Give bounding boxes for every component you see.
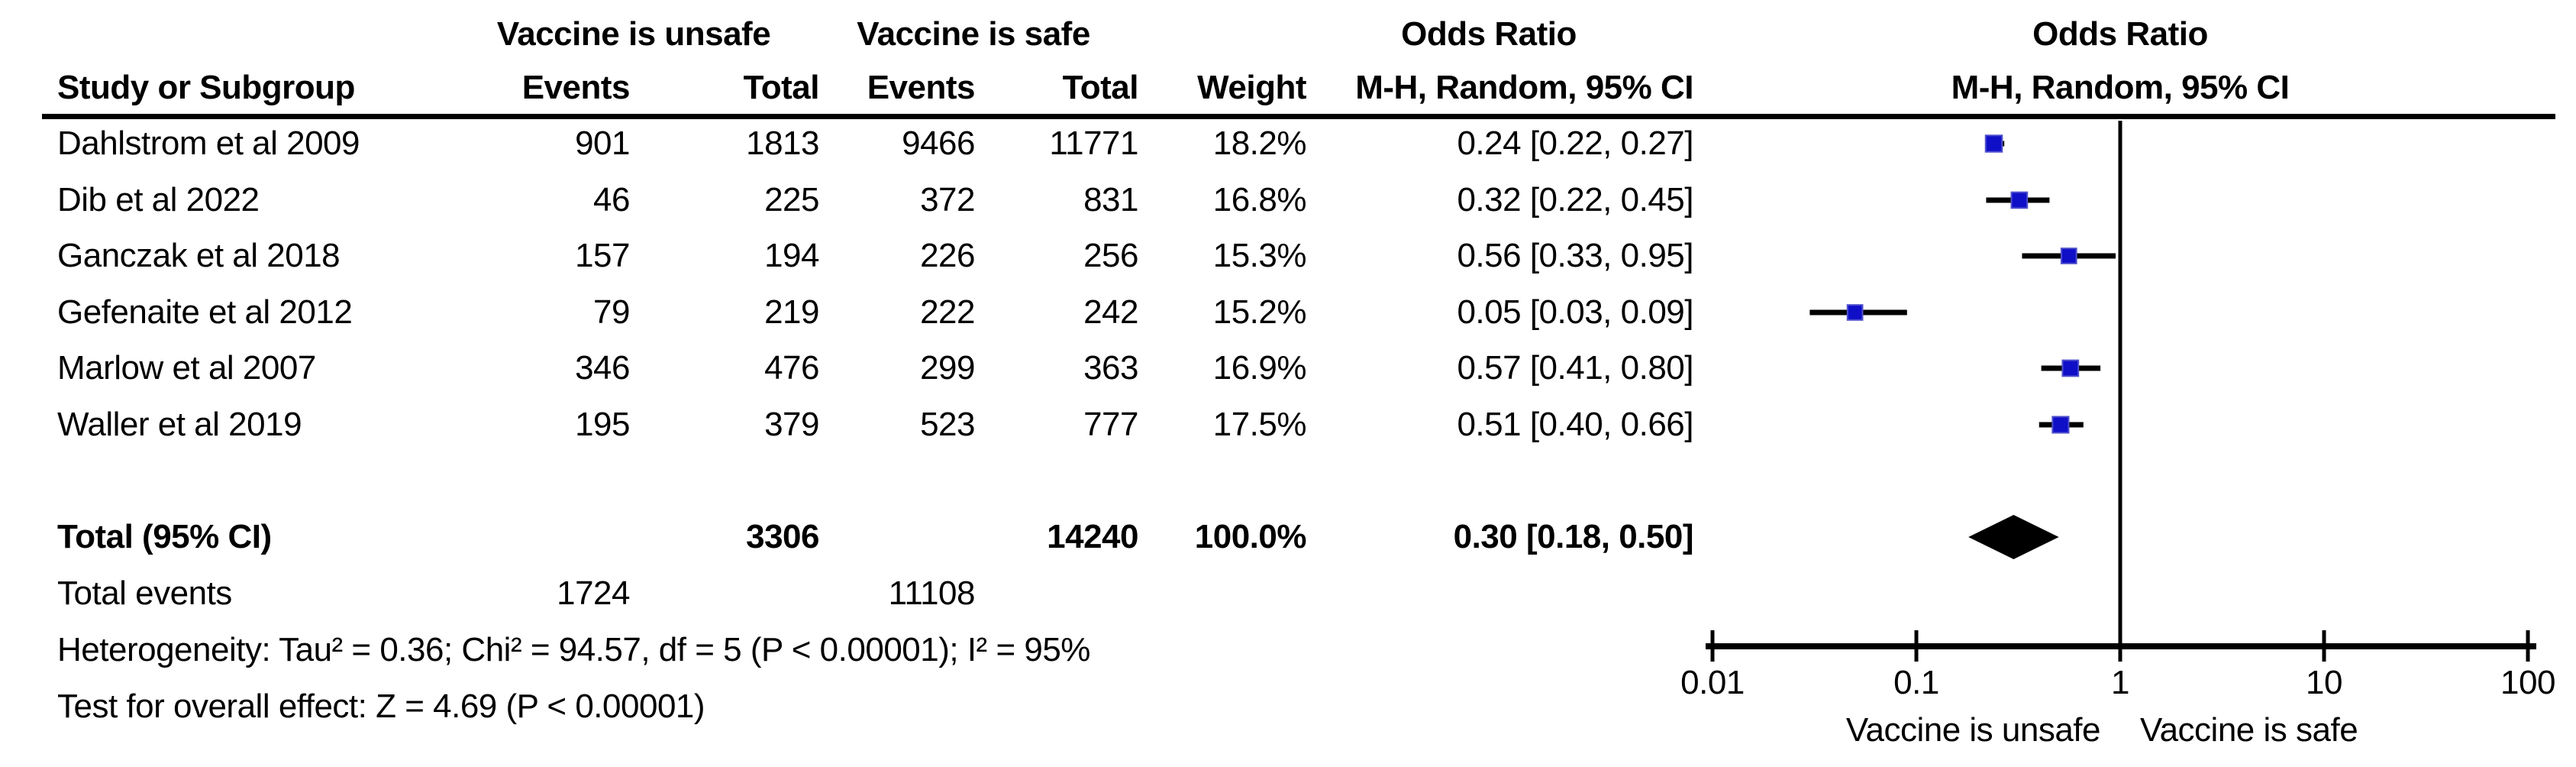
group-header-safe: Vaccine is safe — [857, 15, 1090, 53]
x-axis-tick-label: 10 — [2306, 664, 2342, 701]
total-unsafe-value: 1813 — [746, 125, 819, 162]
total-safe-value: 363 — [1083, 349, 1138, 387]
or-ci-value: 0.51 [0.40, 0.66] — [1457, 406, 1693, 443]
events-unsafe-value: 46 — [593, 181, 630, 218]
total-safe-value: 256 — [1083, 237, 1138, 274]
events-safe-value: 299 — [920, 349, 975, 387]
total-safe-value: 777 — [1083, 406, 1138, 443]
study-or-marker — [2061, 359, 2080, 377]
odds-ratio-plot-header: Odds Ratio — [2032, 15, 2208, 53]
study-or-marker — [1846, 304, 1864, 321]
study-or-marker — [2010, 191, 2029, 209]
weight-value: 18.2% — [1212, 125, 1307, 162]
events-unsafe-value: 195 — [575, 406, 630, 443]
total-weight: 100.0% — [1194, 518, 1307, 555]
events-safe-value: 9466 — [902, 125, 975, 162]
or-ci-value: 0.57 [0.41, 0.80] — [1457, 349, 1693, 387]
events-safe-value: 222 — [920, 293, 975, 331]
total-unsafe-value: 194 — [764, 237, 819, 274]
total-events-label: Total events — [57, 574, 232, 612]
study-or-marker — [2051, 416, 2070, 434]
total-unsafe-value: 476 — [764, 349, 819, 387]
or-ci-value: 0.24 [0.22, 0.27] — [1457, 125, 1693, 162]
events-safe-value: 372 — [920, 181, 975, 218]
method-ci-col-header: M-H, Random, 95% CI — [1355, 69, 1693, 106]
weight-value: 15.2% — [1212, 293, 1307, 331]
events-safe-value: 226 — [920, 237, 975, 274]
study-label: Dib et al 2022 — [57, 181, 260, 218]
events-safe-value: 523 — [920, 406, 975, 443]
x-axis-tick-label: 100 — [2500, 664, 2555, 701]
weight-value: 16.9% — [1212, 349, 1307, 387]
odds-ratio-col-header: Odds Ratio — [1401, 15, 1577, 53]
total-or-ci-value: 0.30 [0.18, 0.50] — [1453, 518, 1694, 555]
x-axis-tick-label: 1 — [2111, 664, 2129, 701]
or-ci-value: 0.56 [0.33, 0.95] — [1457, 237, 1693, 274]
heterogeneity-stats: Heterogeneity: Tau² = 0.36; Chi² = 94.57… — [57, 631, 1090, 668]
study-label: Dahlstrom et al 2009 — [57, 125, 360, 162]
method-ci-plot-header: M-H, Random, 95% CI — [1951, 69, 2290, 106]
total-unsafe-sum: 3306 — [746, 518, 819, 555]
weight-value: 16.8% — [1212, 181, 1307, 218]
total-unsafe-col-header: Total — [743, 69, 820, 106]
total-row-label: Total (95% CI) — [57, 518, 272, 555]
total-unsafe-value: 379 — [764, 406, 819, 443]
total-unsafe-value: 219 — [764, 293, 819, 331]
overall-effect-test: Test for overall effect: Z = 4.69 (P < 0… — [57, 688, 705, 725]
weight-value: 17.5% — [1212, 406, 1307, 443]
events-unsafe-value: 157 — [575, 237, 630, 274]
total-unsafe-value: 225 — [764, 181, 819, 218]
total-safe-value: 831 — [1083, 181, 1138, 218]
favours-right-label: Vaccine is safe — [2140, 711, 2358, 749]
study-label: Gefenaite et al 2012 — [57, 293, 353, 331]
or-ci-value: 0.32 [0.22, 0.45] — [1457, 181, 1693, 218]
total-safe-col-header: Total — [1062, 69, 1139, 106]
study-or-marker — [2060, 248, 2077, 264]
study-label: Marlow et al 2007 — [57, 349, 316, 387]
study-label: Ganczak et al 2018 — [57, 237, 341, 274]
events-safe-col-header: Events — [867, 69, 976, 106]
x-axis-tick-label: 0.01 — [1680, 664, 1745, 701]
total-events-safe-value: 11108 — [888, 574, 976, 612]
total-safe-sum: 14240 — [1047, 518, 1138, 555]
total-safe-value: 11771 — [1049, 125, 1138, 162]
total-safe-value: 242 — [1083, 293, 1138, 331]
or-ci-value: 0.05 [0.03, 0.09] — [1457, 293, 1693, 331]
pooled-diamond — [1968, 515, 2059, 559]
events-unsafe-value: 79 — [593, 293, 630, 331]
favours-left-label: Vaccine is unsafe — [1846, 711, 2100, 749]
header-separator — [42, 114, 2555, 119]
events-unsafe-value: 901 — [575, 125, 630, 162]
weight-col-header: Weight — [1197, 69, 1306, 106]
weight-value: 15.3% — [1212, 237, 1307, 274]
x-axis-tick-label: 0.1 — [1893, 664, 1939, 701]
study-col-header: Study or Subgroup — [57, 69, 355, 106]
group-header-unsafe: Vaccine is unsafe — [496, 15, 771, 53]
events-unsafe-value: 346 — [575, 349, 630, 387]
study-or-marker — [1984, 134, 2003, 153]
total-events-unsafe-value: 1724 — [557, 574, 630, 612]
study-label: Waller et al 2019 — [57, 406, 302, 443]
events-unsafe-col-header: Events — [521, 69, 631, 106]
